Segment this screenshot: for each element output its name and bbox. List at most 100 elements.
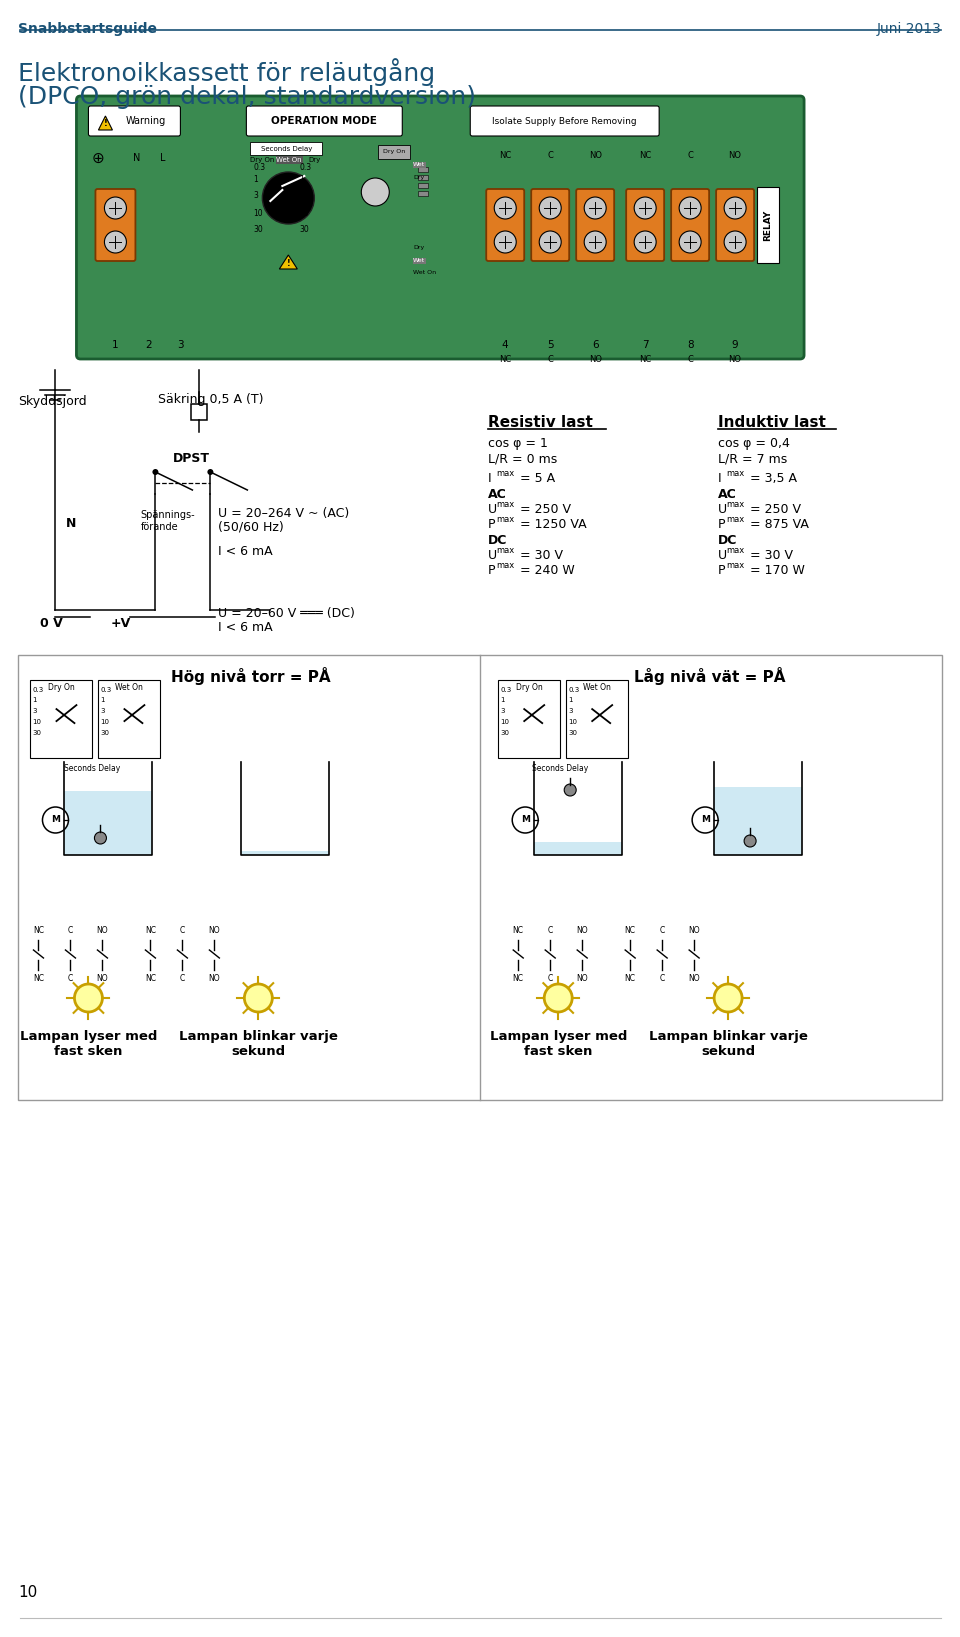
Circle shape xyxy=(585,196,606,219)
Circle shape xyxy=(361,178,390,206)
Text: Wet: Wet xyxy=(413,162,425,167)
Text: P: P xyxy=(489,517,495,530)
Bar xyxy=(714,787,803,855)
Text: max: max xyxy=(726,516,744,524)
Text: NC: NC xyxy=(33,927,44,935)
Text: I: I xyxy=(489,471,492,485)
Text: 3: 3 xyxy=(101,709,105,714)
Text: = 170 W: = 170 W xyxy=(750,565,805,576)
Text: OPERATION MODE: OPERATION MODE xyxy=(272,116,377,126)
Text: C: C xyxy=(547,151,553,159)
Text: Dry On: Dry On xyxy=(383,149,405,154)
Text: (50/60 Hz): (50/60 Hz) xyxy=(218,521,284,534)
Text: 1: 1 xyxy=(253,175,258,185)
Circle shape xyxy=(635,196,656,219)
Bar xyxy=(534,843,622,855)
FancyBboxPatch shape xyxy=(716,188,755,260)
Text: 10: 10 xyxy=(18,1585,37,1599)
Circle shape xyxy=(540,231,562,254)
Text: I < 6 mA: I < 6 mA xyxy=(218,545,273,558)
Circle shape xyxy=(513,807,539,833)
Text: 0.3: 0.3 xyxy=(101,688,111,692)
Text: !: ! xyxy=(104,120,108,128)
Circle shape xyxy=(75,984,103,1012)
Text: U = 20–60 V ═══ (DC): U = 20–60 V ═══ (DC) xyxy=(218,607,355,620)
Text: = 250 V: = 250 V xyxy=(750,503,801,516)
Text: Låg nivå vät = PÅ: Låg nivå vät = PÅ xyxy=(635,666,786,684)
Text: 1: 1 xyxy=(101,697,105,704)
Circle shape xyxy=(494,196,516,219)
Text: 1: 1 xyxy=(112,340,119,350)
Text: C: C xyxy=(180,927,185,935)
Text: P: P xyxy=(718,517,726,530)
Text: NC: NC xyxy=(513,927,524,935)
Text: Säkring 0,5 A (T): Säkring 0,5 A (T) xyxy=(158,393,264,406)
Text: U = 20–264 V ~ (AC): U = 20–264 V ~ (AC) xyxy=(218,507,349,521)
Text: I < 6 mA: I < 6 mA xyxy=(218,620,273,634)
Text: +V: +V xyxy=(110,617,131,630)
Text: C: C xyxy=(660,927,664,935)
Text: AC: AC xyxy=(718,488,737,501)
Text: 1: 1 xyxy=(500,697,505,704)
Text: NO: NO xyxy=(688,927,700,935)
FancyBboxPatch shape xyxy=(95,188,135,260)
FancyBboxPatch shape xyxy=(576,188,614,260)
Text: 10: 10 xyxy=(300,208,309,218)
Text: 4: 4 xyxy=(502,340,509,350)
Text: 0.3: 0.3 xyxy=(33,688,44,692)
Text: L/R = 0 ms: L/R = 0 ms xyxy=(489,452,558,465)
Text: C: C xyxy=(180,974,185,982)
Text: = 1250 VA: = 1250 VA xyxy=(520,517,587,530)
Text: 30: 30 xyxy=(33,730,41,737)
Text: M: M xyxy=(701,815,709,825)
Text: 8: 8 xyxy=(686,340,693,350)
Bar xyxy=(31,679,92,758)
Text: N: N xyxy=(132,152,140,164)
Circle shape xyxy=(585,231,606,254)
Text: förande: förande xyxy=(140,522,178,532)
Text: Lampan blinkar varje
sekund: Lampan blinkar varje sekund xyxy=(649,1030,807,1058)
Circle shape xyxy=(153,468,158,475)
Circle shape xyxy=(564,784,576,796)
Text: 10: 10 xyxy=(500,719,509,725)
Text: = 30 V: = 30 V xyxy=(750,548,793,561)
Text: cos φ = 0,4: cos φ = 0,4 xyxy=(718,437,790,450)
Bar xyxy=(191,404,207,421)
Text: 10: 10 xyxy=(101,719,109,725)
Circle shape xyxy=(714,984,742,1012)
Text: AC: AC xyxy=(489,488,507,501)
Text: U: U xyxy=(489,503,497,516)
Text: max: max xyxy=(496,468,515,478)
Text: Seconds Delay: Seconds Delay xyxy=(532,764,588,773)
Bar xyxy=(419,192,428,196)
Text: NO: NO xyxy=(729,355,742,365)
Polygon shape xyxy=(99,116,112,129)
Circle shape xyxy=(679,196,701,219)
Text: 3: 3 xyxy=(500,709,505,714)
Circle shape xyxy=(744,835,756,846)
Text: Wet On: Wet On xyxy=(413,270,437,275)
Text: NO: NO xyxy=(97,927,108,935)
Text: NC: NC xyxy=(33,974,44,982)
Text: Dry: Dry xyxy=(413,246,424,250)
Text: NO: NO xyxy=(588,151,602,159)
Text: ⊕: ⊕ xyxy=(92,151,105,165)
Text: 30: 30 xyxy=(101,730,109,737)
Text: max: max xyxy=(496,516,515,524)
Text: Wet On: Wet On xyxy=(115,683,143,692)
Text: = 3,5 A: = 3,5 A xyxy=(750,471,797,485)
Text: Warning: Warning xyxy=(126,116,165,126)
Text: Spännings-: Spännings- xyxy=(140,511,195,521)
Text: NO: NO xyxy=(97,974,108,982)
Text: Dry On: Dry On xyxy=(251,157,275,164)
Text: 10: 10 xyxy=(568,719,577,725)
FancyBboxPatch shape xyxy=(626,188,664,260)
Text: 30: 30 xyxy=(568,730,577,737)
Circle shape xyxy=(42,807,68,833)
Text: Elektronoikkassett för reläutgång: Elektronoikkassett för reläutgång xyxy=(18,57,436,85)
Text: DPST: DPST xyxy=(173,452,209,465)
Circle shape xyxy=(245,984,273,1012)
Bar xyxy=(419,183,428,188)
Text: M: M xyxy=(520,815,530,825)
Bar xyxy=(99,679,160,758)
